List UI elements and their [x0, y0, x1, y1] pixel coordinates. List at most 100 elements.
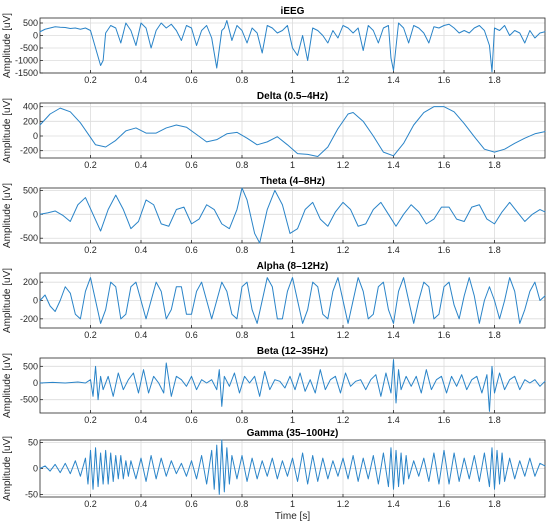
- y-tick-label: 0: [33, 31, 38, 41]
- y-tick-label: -500: [20, 395, 38, 405]
- x-tick-label: 0.8: [236, 160, 249, 170]
- y-axis-label: Amplitude [uV]: [2, 353, 13, 418]
- x-tick-label: 0.2: [84, 75, 97, 85]
- y-axis-label: Amplitude [uV]: [2, 268, 13, 333]
- y-axis-label: Amplitude [uV]: [2, 183, 13, 248]
- x-tick-label: 0.6: [185, 415, 198, 425]
- series-line: [39, 187, 546, 244]
- x-tick-label: 1: [290, 499, 295, 509]
- series-line: [39, 439, 546, 495]
- x-tick-label: 1.4: [387, 245, 400, 255]
- x-tick-label: 0.6: [185, 75, 198, 85]
- y-axis-label: Amplitude [uV]: [2, 436, 13, 501]
- x-tick-label: 0.4: [135, 75, 148, 85]
- series-line: [39, 359, 546, 412]
- x-tick-label: 1: [290, 160, 295, 170]
- x-tick-label: 1.2: [337, 330, 350, 340]
- y-tick-label: 0: [33, 209, 38, 219]
- x-tick-label: 1: [290, 415, 295, 425]
- x-tick-label: 0.2: [84, 415, 97, 425]
- x-tick-label: 0.4: [135, 160, 148, 170]
- y-tick-label: 200: [23, 277, 38, 287]
- x-tick-label: 0.4: [135, 330, 148, 340]
- y-tick-label: 200: [23, 116, 38, 126]
- x-tick-label: 1.4: [387, 330, 400, 340]
- panel-3: 0.2 0.4 0.6 0.8 1 1.2 1.4 1.6 1.8 200 0 -200 Alpha (…: [2, 261, 546, 340]
- panel-4: 0.2 0.4 0.6 0.8 1 1.2 1.4 1.6 1.8 500 0 -500 Beta (1…: [2, 346, 546, 425]
- x-tick-label: 0.8: [236, 499, 249, 509]
- y-tick-label: -200: [20, 146, 38, 156]
- series-line: [39, 106, 546, 158]
- x-tick-label: 1.2: [337, 415, 350, 425]
- y-tick-label: 500: [23, 185, 38, 195]
- y-tick-label: 0: [33, 464, 38, 474]
- y-tick-label: 0: [33, 296, 38, 306]
- x-tick-label: 0.2: [84, 160, 97, 170]
- x-tick-label: 0.4: [135, 499, 148, 509]
- x-tick-label: 1.8: [488, 160, 501, 170]
- panel-5: 0.2 0.4 0.6 0.8 1 1.2 1.4 1.6 1.8 50 0 -50 Gamma (35…: [2, 428, 546, 522]
- y-tick-label: -200: [20, 314, 38, 324]
- x-tick-label: 1.6: [438, 75, 451, 85]
- panel-title: Delta (0.5–4Hz): [257, 91, 328, 102]
- x-tick-label: 0.6: [185, 160, 198, 170]
- y-tick-label: 400: [23, 102, 38, 112]
- x-tick-label: 1.4: [387, 75, 400, 85]
- panel-title: Gamma (35–100Hz): [247, 428, 339, 439]
- x-tick-label: 1.2: [337, 75, 350, 85]
- x-tick-label: 1.8: [488, 499, 501, 509]
- series-line: [39, 20, 546, 73]
- x-tick-label: 0.6: [185, 245, 198, 255]
- x-tick-label: 1.6: [438, 330, 451, 340]
- x-tick-label: 1.6: [438, 160, 451, 170]
- panel-title: Beta (12–35Hz): [257, 346, 328, 357]
- y-tick-label: 500: [23, 361, 38, 371]
- y-axis-label: Amplitude [uV]: [2, 98, 13, 163]
- x-tick-label: 0.6: [185, 330, 198, 340]
- x-tick-label: 1.6: [438, 415, 451, 425]
- y-tick-label: -1000: [15, 56, 38, 66]
- panel-2: 0.2 0.4 0.6 0.8 1 1.2 1.4 1.6 1.8 500 0 -500 Theta (…: [2, 176, 546, 255]
- y-tick-label: 50: [28, 438, 38, 448]
- y-tick-label: -50: [25, 489, 38, 499]
- x-axis-label: Time [s]: [275, 511, 310, 522]
- x-tick-label: 0.8: [236, 75, 249, 85]
- y-tick-label: -500: [20, 43, 38, 53]
- x-tick-label: 1.2: [337, 499, 350, 509]
- panel-title: iEEG: [281, 6, 305, 17]
- x-tick-label: 1.8: [488, 245, 501, 255]
- panel-0: 0.2 0.4 0.6 0.8 1 1.2 1.4 1.6 1.8 500 0 -500 -1000 -1…: [2, 6, 546, 85]
- x-tick-label: 1: [290, 330, 295, 340]
- panel-1: 0.2 0.4 0.6 0.8 1 1.2 1.4 1.6 1.8 400 200 0 -200 Delt…: [2, 91, 546, 170]
- x-tick-label: 1: [290, 75, 295, 85]
- x-tick-label: 1.8: [488, 75, 501, 85]
- x-tick-label: 1.8: [488, 415, 501, 425]
- y-tick-label: -1500: [15, 68, 38, 78]
- y-tick-label: 0: [33, 131, 38, 141]
- y-tick-label: 500: [23, 18, 38, 28]
- panel-title: Alpha (8–12Hz): [257, 261, 329, 272]
- x-tick-label: 1: [290, 245, 295, 255]
- x-tick-label: 1.4: [387, 499, 400, 509]
- x-tick-label: 1.4: [387, 160, 400, 170]
- x-tick-label: 0.6: [185, 499, 198, 509]
- x-tick-label: 1.6: [438, 245, 451, 255]
- x-tick-label: 0.2: [84, 330, 97, 340]
- series-line: [39, 277, 546, 324]
- x-tick-label: 1.8: [488, 330, 501, 340]
- x-tick-label: 0.8: [236, 415, 249, 425]
- x-tick-label: 1.2: [337, 160, 350, 170]
- x-tick-label: 1.2: [337, 245, 350, 255]
- x-tick-label: 0.8: [236, 245, 249, 255]
- x-tick-label: 0.8: [236, 330, 249, 340]
- x-tick-label: 0.4: [135, 245, 148, 255]
- y-tick-label: 0: [33, 378, 38, 388]
- y-axis-label: Amplitude [uV]: [2, 13, 13, 78]
- y-tick-label: -500: [20, 233, 38, 243]
- x-tick-label: 1.4: [387, 415, 400, 425]
- x-tick-label: 0.2: [84, 245, 97, 255]
- x-tick-label: 1.6: [438, 499, 451, 509]
- x-tick-label: 0.4: [135, 415, 148, 425]
